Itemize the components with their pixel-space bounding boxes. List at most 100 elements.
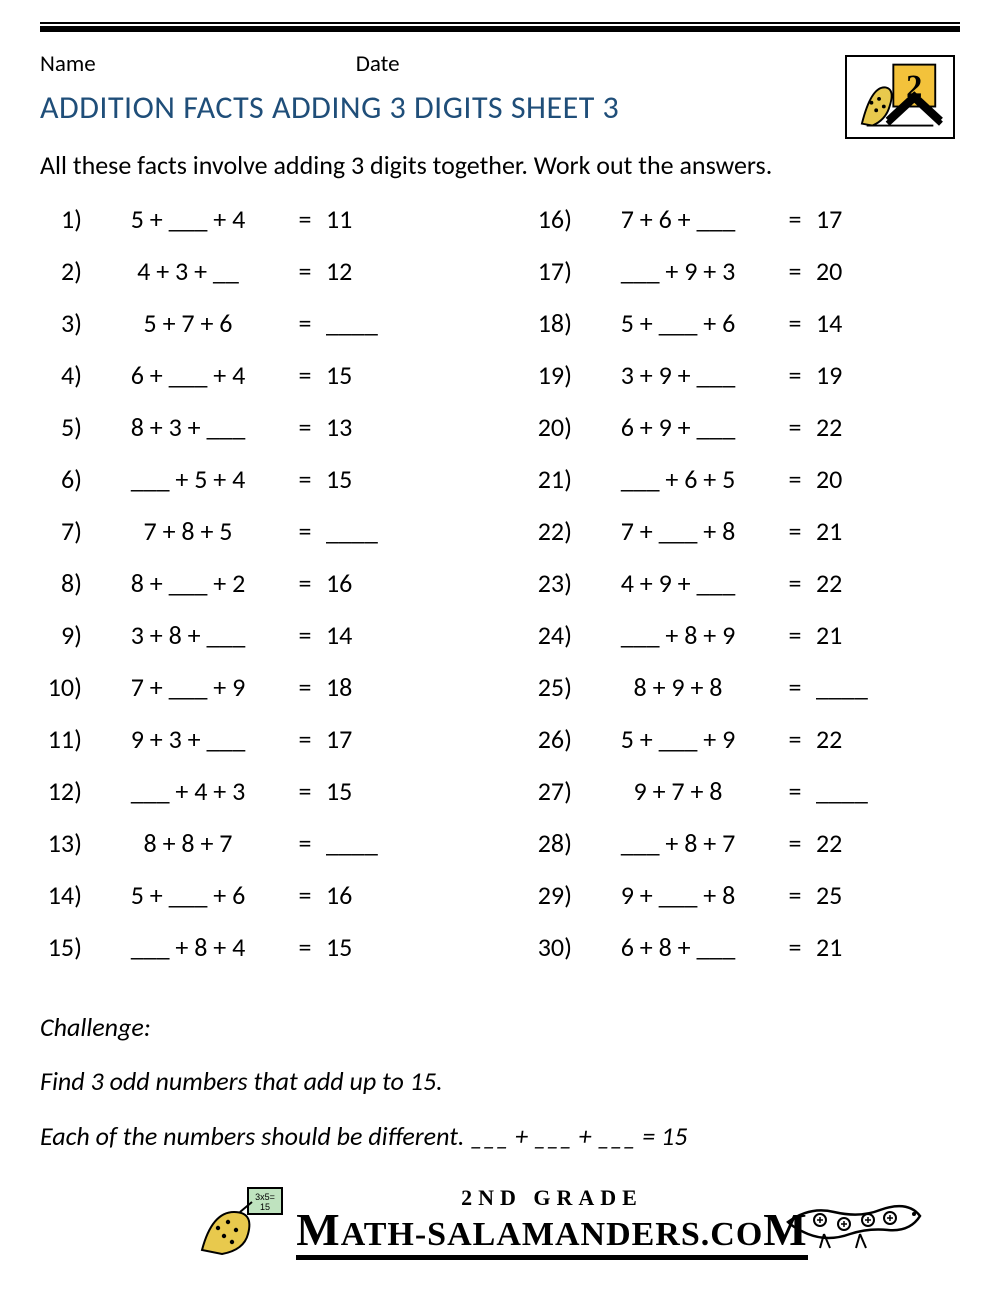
problem-number: 30) [530,931,578,963]
problem-number: 1) [40,203,88,235]
equals-sign: = [778,307,812,339]
problem-number: 25) [530,671,578,703]
footer: 3x5= 15 2ND GRADE MATH-SALAMANDERS.COM [40,1182,960,1262]
problem-row: 30)6 + 8 + ___=21 [530,931,960,963]
problem-answer: 22 [812,827,886,859]
problem-expression: 9 + 7 + 8 [578,775,778,807]
problem-row: 15)___ + 8 + 4=15 [40,931,470,963]
problem-answer: ____ [812,671,886,703]
top-rule-thin [40,22,960,24]
problem-expression: 4 + 9 + ___ [578,567,778,599]
problem-expression: 8 + 3 + ___ [88,411,288,443]
svg-text:15: 15 [260,1202,270,1212]
salamander-right-icon [780,1162,930,1262]
equals-sign: = [778,411,812,443]
problem-answer: 22 [812,723,886,755]
date-label: Date [356,50,400,78]
problem-number: 12) [40,775,88,807]
problem-number: 6) [40,463,88,495]
equals-sign: = [778,775,812,807]
problem-expression: ___ + 6 + 5 [578,463,778,495]
problem-row: 21)___ + 6 + 5=20 [530,463,960,495]
problem-number: 16) [530,203,578,235]
equals-sign: = [778,723,812,755]
problem-number: 19) [530,359,578,391]
equals-sign: = [288,775,322,807]
problem-number: 18) [530,307,578,339]
problem-row: 20)6 + 9 + ___=22 [530,411,960,443]
equals-sign: = [288,359,322,391]
problem-expression: 9 + ___ + 8 [578,879,778,911]
equals-sign: = [288,671,322,703]
problem-answer: 22 [812,411,886,443]
problem-number: 28) [530,827,578,859]
problem-number: 20) [530,411,578,443]
problem-row: 27)9 + 7 + 8=____ [530,775,960,807]
problem-number: 11) [40,723,88,755]
problem-answer: 21 [812,515,886,547]
problem-expression: 4 + 3 + __ [88,255,288,287]
problem-expression: ___ + 8 + 7 [578,827,778,859]
equals-sign: = [778,463,812,495]
equals-sign: = [288,723,322,755]
equals-sign: = [778,671,812,703]
problem-row: 5)8 + 3 + ___=13 [40,411,470,443]
problem-number: 3) [40,307,88,339]
grade-logo: 2 [845,55,955,139]
problem-answer: 15 [322,463,396,495]
problems-column-left: 1)5 + ___ + 4=112)4 + 3 + __=123)5 + 7 +… [40,203,470,983]
footer-site: MATH-SALAMANDERS.COM [296,1207,807,1257]
name-label: Name [40,50,96,78]
problem-answer: 19 [812,359,886,391]
problem-expression: 3 + 8 + ___ [88,619,288,651]
equals-sign: = [288,619,322,651]
top-rule-thick [40,26,960,32]
problem-answer: ____ [322,827,396,859]
problems-column-right: 16)7 + 6 + ___=1717)___ + 9 + 3=2018)5 +… [530,203,960,983]
problem-row: 26)5 + ___ + 9=22 [530,723,960,755]
problem-answer: 16 [322,879,396,911]
problem-number: 27) [530,775,578,807]
problem-answer: ____ [812,775,886,807]
problem-row: 16)7 + 6 + ___=17 [530,203,960,235]
problem-expression: ___ + 8 + 4 [88,931,288,963]
problem-answer: 14 [322,619,396,651]
problem-expression: 7 + ___ + 8 [578,515,778,547]
equals-sign: = [778,203,812,235]
problem-row: 1)5 + ___ + 4=11 [40,203,470,235]
problem-expression: 8 + 9 + 8 [578,671,778,703]
problem-answer: 15 [322,931,396,963]
problem-number: 5) [40,411,88,443]
problem-expression: 5 + ___ + 9 [578,723,778,755]
equals-sign: = [778,359,812,391]
problem-expression: 7 + 6 + ___ [578,203,778,235]
problem-number: 17) [530,255,578,287]
problem-row: 9)3 + 8 + ___=14 [40,619,470,651]
problem-answer: ____ [322,307,396,339]
problem-number: 7) [40,515,88,547]
svg-text:3x5=: 3x5= [255,1192,275,1202]
problem-answer: 21 [812,931,886,963]
problem-answer: 22 [812,567,886,599]
problem-expression: 5 + ___ + 4 [88,203,288,235]
worksheet-title: ADDITION FACTS ADDING 3 DIGITS SHEET 3 [40,88,960,127]
problem-number: 10) [40,671,88,703]
problem-row: 7)7 + 8 + 5=____ [40,515,470,547]
equals-sign: = [778,515,812,547]
problem-row: 12)___ + 4 + 3=15 [40,775,470,807]
problem-number: 23) [530,567,578,599]
challenge-line2: Each of the numbers should be different.… [40,1116,960,1156]
problem-row: 8)8 + ___ + 2=16 [40,567,470,599]
name-date-line: Name Date [40,50,960,78]
equals-sign: = [288,203,322,235]
problem-expression: ___ + 5 + 4 [88,463,288,495]
problem-expression: 8 + ___ + 2 [88,567,288,599]
problem-expression: 6 + ___ + 4 [88,359,288,391]
challenge-section: Challenge: Find 3 odd numbers that add u… [40,1007,960,1156]
equals-sign: = [778,931,812,963]
equals-sign: = [288,463,322,495]
problem-expression: 6 + 8 + ___ [578,931,778,963]
challenge-heading: Challenge: [40,1007,960,1047]
problem-row: 25)8 + 9 + 8=____ [530,671,960,703]
problem-number: 4) [40,359,88,391]
